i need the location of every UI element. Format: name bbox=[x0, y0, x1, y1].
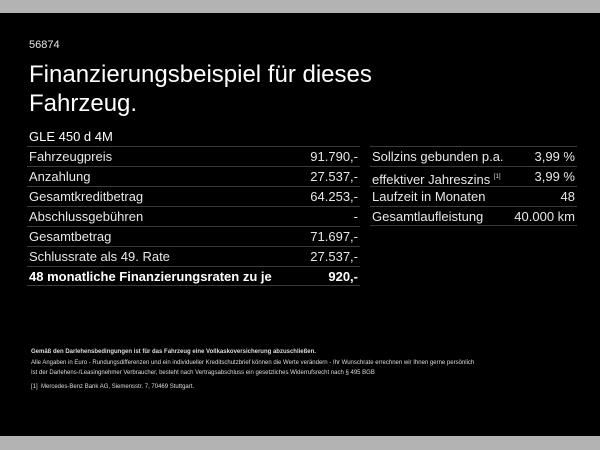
footnote-text: Mercedes-Benz Bank AG, Siemensstr. 7, 70… bbox=[41, 383, 195, 390]
bottom-bar bbox=[0, 436, 600, 450]
row-label: Gesamtlaufleistung bbox=[372, 209, 484, 224]
row-label: Gesamtbetrag bbox=[29, 229, 112, 244]
row-value: 920,- bbox=[328, 269, 358, 284]
legal-notes: Gemäß den Darlehensbedingungen ist für d… bbox=[31, 347, 474, 392]
row-value: 40.000 km bbox=[514, 209, 575, 224]
terms-table: Sollzins gebunden p.a. 3,99 % effektiver … bbox=[370, 146, 577, 226]
footnote-mark: [1] bbox=[31, 383, 38, 390]
row-value: 27.537,- bbox=[310, 169, 358, 184]
row-value: 3,99 % bbox=[534, 149, 575, 164]
row-value: - bbox=[353, 209, 358, 224]
financing-table: Fahrzeugpreis 91.790,- Anzahlung 27.537,- … bbox=[27, 146, 360, 286]
row-label: Anzahlung bbox=[29, 169, 91, 184]
table-row: Fahrzeugpreis 91.790,- bbox=[27, 146, 360, 166]
table-row: Gesamtlaufleistung 40.000 km bbox=[370, 206, 577, 226]
footnote: [1] Mercedes-Benz Bank AG, Siemensstr. 7… bbox=[31, 382, 474, 393]
row-value: 91.790,- bbox=[310, 149, 358, 164]
row-value: 48 bbox=[560, 189, 575, 204]
row-label: Gesamtkreditbetrag bbox=[29, 189, 144, 204]
row-label: Sollzins gebunden p.a. bbox=[372, 149, 504, 164]
table-row: Schlussrate als 49. Rate 27.537,- bbox=[27, 246, 360, 266]
monthly-rate-row: 48 monatliche Finanzierungsraten zu je 92… bbox=[27, 266, 360, 286]
table-row: Sollzins gebunden p.a. 3,99 % bbox=[370, 146, 577, 166]
row-label: Abschlussgebühren bbox=[29, 209, 144, 224]
table-row: Anzahlung 27.537,- bbox=[27, 166, 360, 186]
row-label: effektiver Jahreszins [1] bbox=[372, 167, 501, 187]
row-label-text: effektiver Jahreszins bbox=[372, 172, 491, 187]
table-row: Gesamtkreditbetrag 64.253,- bbox=[27, 186, 360, 206]
row-value: 3,99 % bbox=[534, 169, 575, 184]
insurance-note: Gemäß den Darlehensbedingungen ist für d… bbox=[31, 349, 316, 355]
table-row: effektiver Jahreszins [1] 3,99 % bbox=[370, 166, 577, 187]
disclaimer-line: Alle Angaben in Euro - Rundungsdifferenz… bbox=[31, 359, 475, 366]
row-label: 48 monatliche Finanzierungsraten zu je bbox=[29, 269, 272, 284]
row-value: 27.537,- bbox=[310, 249, 358, 264]
table-row: Abschlussgebühren - bbox=[27, 206, 360, 226]
row-value: 71.697,- bbox=[310, 229, 358, 244]
table-row: Gesamtbetrag 71.697,- bbox=[27, 226, 360, 246]
footnote-ref: [1] bbox=[493, 174, 501, 180]
page-title: Finanzierungsbeispiel für dieses Fahrzeu… bbox=[29, 61, 372, 117]
disclaimer-line: Ist der Darlehens-/Leasingnehmer Verbrau… bbox=[31, 370, 375, 376]
offer-id: 56874 bbox=[29, 39, 60, 51]
table-row: Laufzeit in Monaten 48 bbox=[370, 186, 577, 206]
row-label: Schlussrate als 49. Rate bbox=[29, 249, 170, 264]
row-label: Fahrzeugpreis bbox=[29, 149, 113, 164]
row-label: Laufzeit in Monaten bbox=[372, 189, 486, 204]
row-value: 64.253,- bbox=[310, 189, 358, 204]
top-bar bbox=[0, 0, 600, 13]
model-name: GLE 450 d 4M bbox=[29, 129, 113, 144]
